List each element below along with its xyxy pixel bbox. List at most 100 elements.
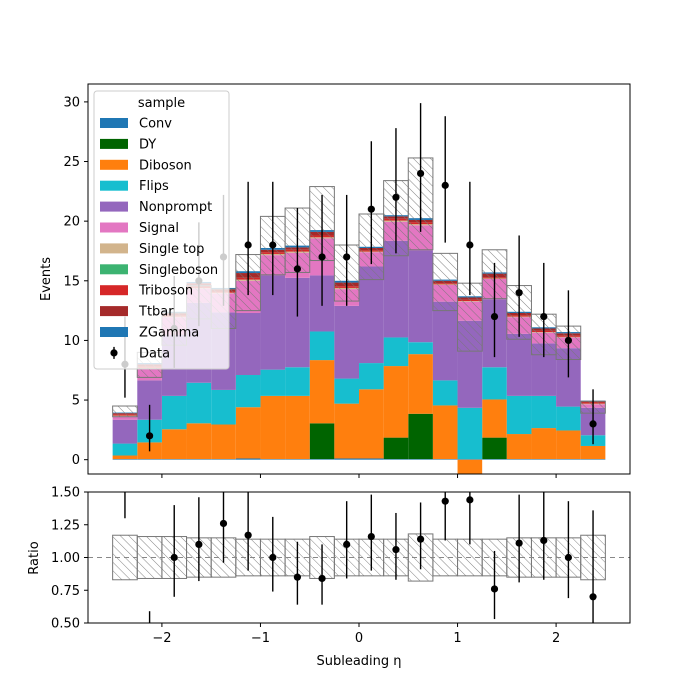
bar-dy-11 xyxy=(383,437,409,460)
bar-nonprompt-10 xyxy=(359,266,384,364)
data-point-7 xyxy=(293,265,302,273)
ratio-band-bin-1 xyxy=(136,536,163,579)
series-diboson xyxy=(112,354,606,474)
bar-diboson-6 xyxy=(260,395,286,460)
legend-label: Signal xyxy=(139,221,179,236)
data-point-15 xyxy=(490,312,499,321)
bar-flips-8 xyxy=(309,331,335,361)
bar-diboson-12 xyxy=(408,354,433,414)
bar-conv-7 xyxy=(285,459,310,460)
bar-diboson-4 xyxy=(211,424,236,460)
bar-nonprompt-13 xyxy=(432,301,458,381)
ratio-y-tick-label: 0.75 xyxy=(51,584,80,599)
bar-conv-3 xyxy=(186,459,212,460)
ratio-point-11 xyxy=(392,546,400,554)
ratio-point-8 xyxy=(318,574,326,583)
y-axis-label-events: Events xyxy=(39,257,54,301)
uncertainty-bin-0 xyxy=(112,405,138,418)
bar-nonprompt-12 xyxy=(408,250,433,343)
ratio-point-7 xyxy=(293,573,302,581)
legend-swatch xyxy=(100,285,128,296)
legend-entry: Signal xyxy=(100,221,179,236)
legend-swatch xyxy=(100,327,128,337)
bar-nonprompt-5 xyxy=(235,312,261,376)
ratio-point-2 xyxy=(170,553,178,562)
bar-signal-0 xyxy=(112,416,138,420)
bar-conv-5 xyxy=(235,458,261,460)
legend-entry: Single top xyxy=(100,242,204,257)
x-axis-label: Subleading η xyxy=(316,654,401,669)
ratio-point-13 xyxy=(441,497,449,505)
legend-entry: Nonprompt xyxy=(100,200,212,215)
ratio-y-tick-label: 1.25 xyxy=(51,518,80,533)
ratio-y-tick-label: 1.50 xyxy=(51,486,80,501)
data-point-11 xyxy=(392,193,400,201)
bar-conv-9 xyxy=(334,458,359,460)
legend-swatch xyxy=(100,118,128,128)
bar-dy-8 xyxy=(309,423,335,460)
bar-nonprompt-16 xyxy=(506,333,532,396)
series-dy xyxy=(309,413,507,460)
legend-label: Nonprompt xyxy=(139,200,212,215)
x-tick-label: 2 xyxy=(552,631,560,646)
bar-flips-12 xyxy=(408,342,433,355)
y-tick-label: 20 xyxy=(63,215,80,230)
legend-label: Data xyxy=(139,346,170,361)
legend-entry: Diboson xyxy=(100,158,192,173)
y-tick-label: 5 xyxy=(72,394,80,409)
legend-swatch xyxy=(100,306,128,317)
bar-conv-11 xyxy=(383,459,409,460)
data-point-10 xyxy=(367,205,375,213)
legend-entry: Conv xyxy=(100,117,172,132)
main-panel: 0 5 10 15 20 25 30 Events sample Conv DY Diboson F… xyxy=(39,83,631,478)
legend-label: DY xyxy=(139,137,156,152)
ratio-points xyxy=(124,492,597,623)
legend-entry: Data xyxy=(110,346,170,361)
data-point-1 xyxy=(145,432,154,440)
legend-swatch xyxy=(100,159,128,170)
series-conv xyxy=(112,458,606,460)
bar-conv-10 xyxy=(359,458,384,460)
bar-conv-15 xyxy=(482,459,507,460)
bar-flips-7 xyxy=(285,367,310,396)
bar-flips-5 xyxy=(235,375,261,408)
legend-label: Diboson xyxy=(139,158,192,173)
bar-conv-6 xyxy=(260,459,286,460)
bar-diboson-18 xyxy=(556,430,581,460)
data-point-13 xyxy=(441,181,449,189)
ratio-point-10 xyxy=(367,532,375,541)
legend-entry: ZGamma xyxy=(100,326,199,341)
legend-swatch xyxy=(100,264,128,275)
bar-flips-3 xyxy=(186,382,212,424)
ratio-point-14 xyxy=(466,496,474,504)
legend-swatch xyxy=(100,222,128,233)
legend-label: Conv xyxy=(139,117,172,132)
ratio-point-15 xyxy=(490,585,499,593)
bar-conv-13 xyxy=(432,459,458,460)
legend: sample Conv DY Diboson Flips Nonprompt Signal S… xyxy=(93,90,230,370)
bar-flips-2 xyxy=(161,395,187,430)
bar-diboson-9 xyxy=(334,403,359,459)
data-point-8 xyxy=(318,253,326,261)
ratio-point-18 xyxy=(564,553,573,562)
legend-label: Single top xyxy=(139,242,204,257)
bar-conv-2 xyxy=(161,459,187,460)
bar-dy-12 xyxy=(408,413,433,460)
bar-conv-16 xyxy=(506,459,532,460)
bar-nonprompt-0 xyxy=(112,419,138,444)
bar-conv-17 xyxy=(531,459,557,460)
data-point-17 xyxy=(540,312,548,321)
ratio-point-6 xyxy=(269,553,277,562)
bar-nonprompt-11 xyxy=(383,240,409,338)
legend-swatch xyxy=(100,180,128,191)
bar-diboson-16 xyxy=(506,434,532,460)
ratio-point-3 xyxy=(195,540,203,549)
bar-diboson-19 xyxy=(580,445,606,460)
bar-flips-14 xyxy=(457,407,483,460)
bar-diboson-5 xyxy=(235,407,261,459)
bar-diboson-17 xyxy=(531,428,557,460)
data-point-6 xyxy=(269,241,277,249)
legend-marker-data xyxy=(110,349,118,357)
bar-dy-15 xyxy=(482,437,507,460)
ratio-point-5 xyxy=(244,531,252,539)
